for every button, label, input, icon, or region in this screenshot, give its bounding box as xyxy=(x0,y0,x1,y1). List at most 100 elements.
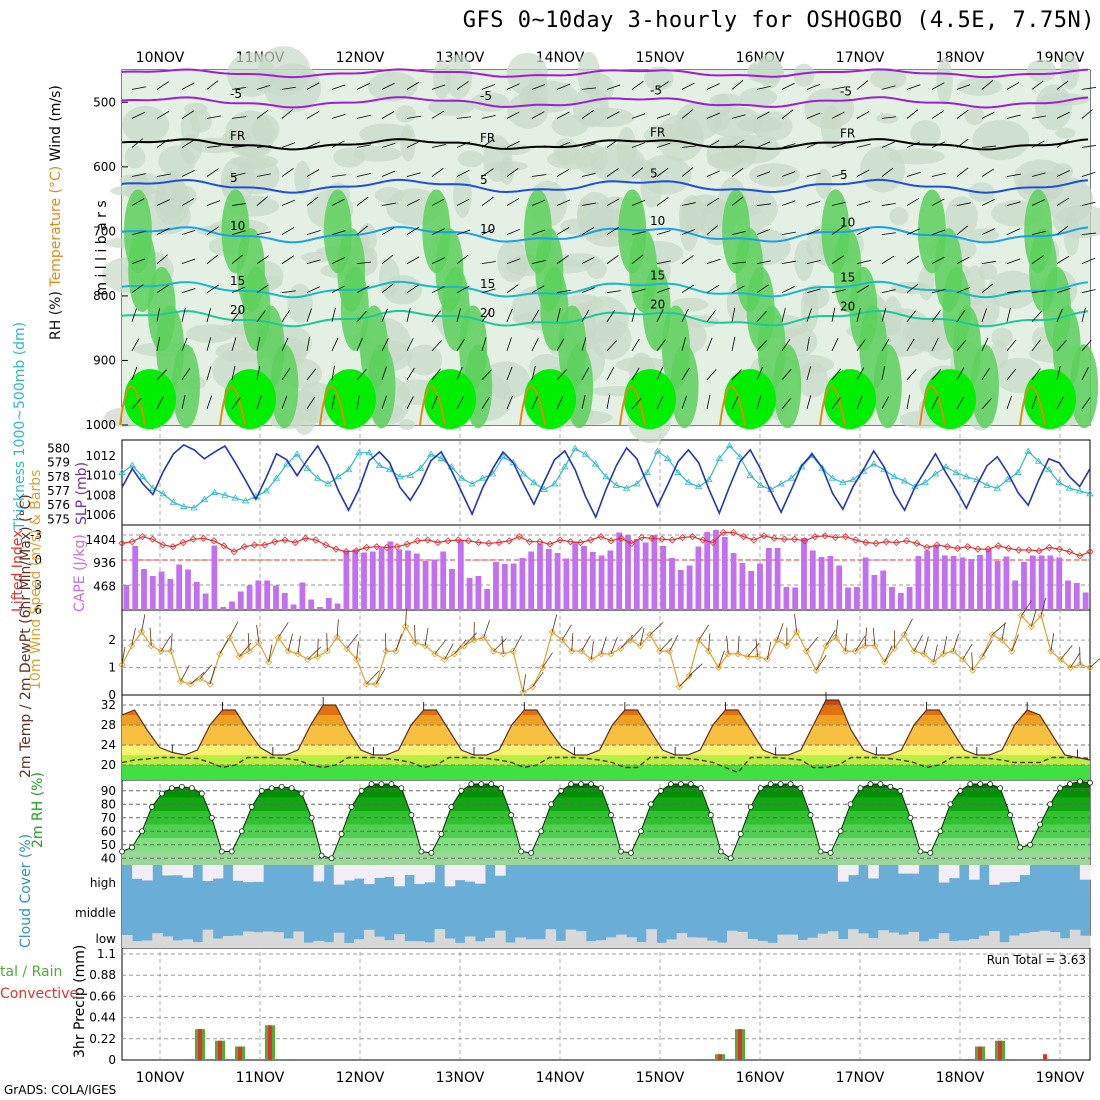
contour-label: 5 xyxy=(230,171,238,185)
wind-barb xyxy=(281,290,296,294)
wind-barb xyxy=(631,231,646,235)
wind-barb xyxy=(181,139,195,148)
thickness-marker xyxy=(396,473,404,480)
wind-barb xyxy=(131,230,146,235)
wind-barb xyxy=(456,338,465,351)
wind-barb-10m xyxy=(356,641,359,660)
wind-barb xyxy=(231,116,246,119)
slp-line xyxy=(121,443,1091,520)
cloud-high-bar xyxy=(394,865,405,887)
cloud-low-bar xyxy=(293,931,304,948)
wind-speed-marker xyxy=(626,636,635,644)
li-axis-label: Lifted Index xyxy=(10,530,26,612)
wind-barb xyxy=(681,284,694,294)
rh-blob xyxy=(406,344,443,376)
wind-barb-10m xyxy=(160,635,172,652)
thickness-marker xyxy=(787,474,796,481)
wind-barb xyxy=(581,337,587,351)
date-label-top: 10NOV xyxy=(136,50,185,66)
rh-marker xyxy=(817,848,824,855)
cape-bar xyxy=(660,546,667,610)
rh-saturated xyxy=(724,369,776,430)
cape-bar xyxy=(880,570,887,610)
wind-barb xyxy=(931,256,945,264)
wind-barb xyxy=(781,397,792,410)
rh-marker xyxy=(288,785,295,791)
wind-barb xyxy=(681,255,694,264)
rh-marker xyxy=(667,781,674,787)
cloud-low-bar xyxy=(1069,929,1081,948)
wind-barb xyxy=(556,255,569,264)
wind-barb xyxy=(206,395,213,409)
wind-barb xyxy=(281,337,289,351)
rh-blob xyxy=(887,148,945,165)
thickness-marker xyxy=(900,477,909,484)
wind-barb xyxy=(531,259,546,265)
cape-bar xyxy=(924,550,931,610)
contour-25c xyxy=(519,385,546,426)
cloud-low-bar xyxy=(706,940,718,948)
wind-barb-10m xyxy=(170,633,173,652)
wind-barb xyxy=(956,367,965,381)
contour-25c xyxy=(719,385,746,426)
wind-barb xyxy=(231,203,246,206)
cape-bar xyxy=(202,593,209,610)
li-marker xyxy=(128,538,136,546)
contour-20c xyxy=(121,309,1089,328)
li-marker xyxy=(403,540,411,548)
wind-barb xyxy=(906,338,915,351)
wind-barb xyxy=(431,84,446,90)
wind-barb xyxy=(806,200,821,206)
wind-barb xyxy=(856,367,865,381)
wind-barb-10m xyxy=(1011,634,1019,652)
wind-barb xyxy=(831,142,846,148)
wind-barb-10m xyxy=(794,614,798,632)
cape-bar xyxy=(343,550,350,610)
cloud-low-bar xyxy=(323,942,335,948)
li-marker xyxy=(210,537,218,545)
wind-barb-10m xyxy=(512,635,522,652)
wind-barb xyxy=(256,365,261,380)
wind-barb xyxy=(306,196,319,206)
rh-blob xyxy=(800,286,819,332)
contour-label: 5 xyxy=(480,173,488,187)
wind-barb xyxy=(256,336,261,351)
precip-tick: 1.1 xyxy=(97,947,116,961)
wind-barb xyxy=(206,284,219,294)
wind-barb xyxy=(381,254,394,264)
li-marker xyxy=(413,537,422,545)
wind-barb xyxy=(431,168,444,177)
wind-barb xyxy=(856,228,870,235)
rh-blob xyxy=(124,145,146,169)
precip-tick: 0.22 xyxy=(89,1032,116,1046)
wind-barb xyxy=(1056,197,1070,206)
wind-barb xyxy=(706,197,720,206)
rh-blob xyxy=(445,54,473,99)
wind-barb xyxy=(856,200,871,206)
cape-axis-label: CAPE (J/kg) xyxy=(72,534,88,612)
li-marker xyxy=(342,548,350,556)
cape-bar xyxy=(396,549,403,610)
wind-barb xyxy=(631,288,646,294)
cloud-low-bar xyxy=(535,939,546,948)
wind-barb-10m xyxy=(854,635,866,652)
date-label-top: 15NOV xyxy=(636,50,685,66)
wind-barb xyxy=(181,368,191,381)
wind-barb xyxy=(956,202,971,206)
cape-bar xyxy=(273,585,279,610)
contour-minus5 xyxy=(121,96,1089,109)
wind-barb-10m xyxy=(581,635,591,652)
wind-barb-10m xyxy=(278,622,289,638)
wind-barb xyxy=(856,308,861,322)
wind-barb xyxy=(956,287,971,294)
contour-label: 15 xyxy=(230,274,245,288)
cloud-low-bar xyxy=(515,937,526,948)
wind-barb xyxy=(931,310,941,322)
wind-barb xyxy=(381,82,395,90)
li-marker xyxy=(383,543,391,552)
cloud-high-bar xyxy=(132,865,143,879)
cloud-low-bar xyxy=(686,937,698,948)
wind-speed-marker xyxy=(587,655,595,663)
rh-moist-band xyxy=(1070,344,1099,429)
wind-barb xyxy=(156,284,169,294)
